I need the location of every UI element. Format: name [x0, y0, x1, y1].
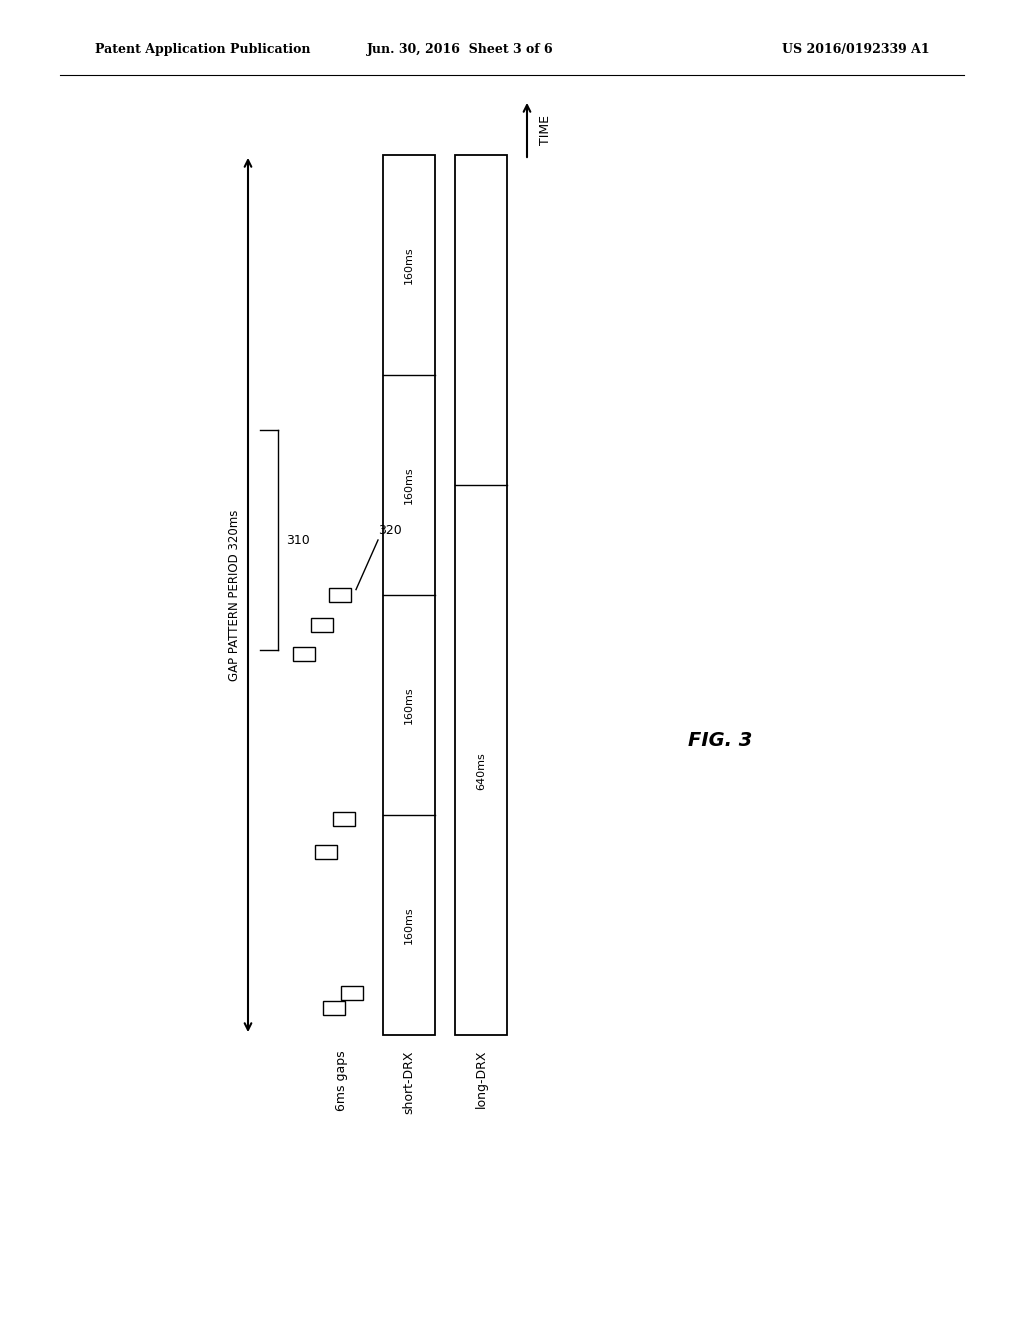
Bar	[311, 618, 333, 632]
Text: short-DRX: short-DRX	[402, 1049, 416, 1114]
Bar	[455, 154, 507, 1035]
Bar	[329, 587, 351, 602]
Bar	[383, 154, 435, 1035]
Text: TIME: TIME	[539, 115, 552, 145]
Text: 640ms: 640ms	[476, 752, 486, 789]
Bar	[323, 1001, 345, 1015]
Bar	[293, 647, 315, 661]
Text: Jun. 30, 2016  Sheet 3 of 6: Jun. 30, 2016 Sheet 3 of 6	[367, 44, 553, 57]
Bar	[341, 986, 362, 1001]
Text: long-DRX: long-DRX	[474, 1049, 487, 1109]
Text: FIG. 3: FIG. 3	[688, 730, 753, 750]
Text: 160ms: 160ms	[404, 907, 414, 944]
Text: 320: 320	[378, 524, 401, 537]
Bar	[315, 845, 337, 859]
Text: GAP PATTERN PERIOD 320ms: GAP PATTERN PERIOD 320ms	[227, 510, 241, 681]
Text: 6ms gaps: 6ms gaps	[335, 1049, 347, 1110]
Text: 160ms: 160ms	[404, 466, 414, 504]
Text: 160ms: 160ms	[404, 686, 414, 723]
Text: US 2016/0192339 A1: US 2016/0192339 A1	[782, 44, 930, 57]
Text: Patent Application Publication: Patent Application Publication	[95, 44, 310, 57]
Bar	[333, 812, 355, 826]
Text: 310: 310	[286, 533, 309, 546]
Text: 160ms: 160ms	[404, 247, 414, 284]
